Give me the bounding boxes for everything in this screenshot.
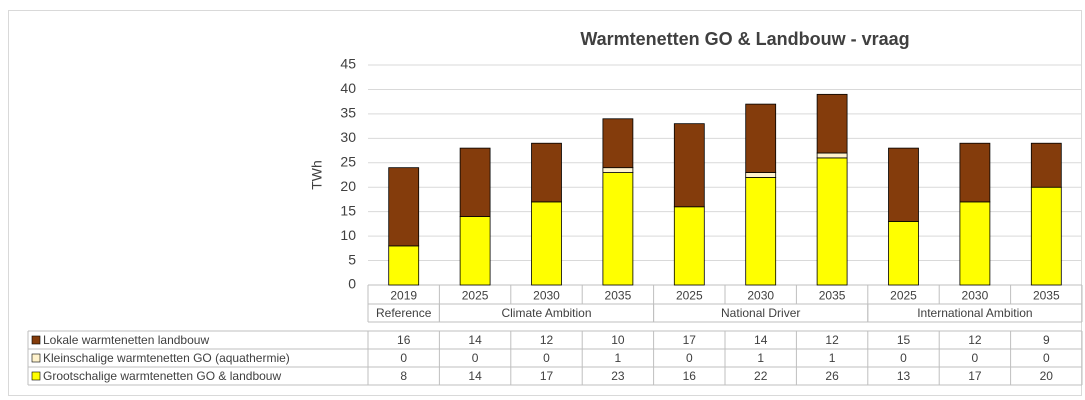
table-value: 17 [968,369,982,383]
bar [959,201,991,286]
table-value: 14 [468,369,482,383]
table-value: 14 [468,333,482,347]
table-value: 20 [1040,369,1054,383]
table-value: 0 [900,351,907,365]
table-value: 10 [611,333,625,347]
bar [745,172,777,178]
x-tick-label: 2035 [819,289,846,303]
table-value: 0 [400,351,407,365]
legend-key [31,371,41,381]
bar [459,216,491,286]
table-value: 16 [683,369,697,383]
bar [602,172,634,286]
group-label: Reference [376,306,432,320]
table-value: 9 [1043,333,1050,347]
table-value: 17 [540,369,554,383]
table-value: 22 [754,369,768,383]
legend-label: Lokale warmtenetten landbouw [43,333,209,347]
table-value: 26 [825,369,839,383]
bar [531,201,562,286]
table-value: 15 [897,333,911,347]
table-value: 23 [611,369,625,383]
bar [602,167,634,173]
table-value: 0 [543,351,550,365]
table-value: 17 [683,333,697,347]
x-tick-label: 2025 [676,289,703,303]
table-value: 13 [897,369,911,383]
bar [673,206,705,286]
x-tick-label: 2030 [747,289,774,303]
bar [388,245,420,286]
bar [602,118,634,169]
table-value: 12 [825,333,839,347]
bar [888,221,919,286]
y-tick-label: 5 [348,251,356,267]
bar [673,123,705,208]
x-tick-label: 2030 [533,289,560,303]
bar [531,142,562,203]
table-value: 1 [757,351,764,365]
group-label: International Ambition [917,306,1032,320]
bar [959,142,991,203]
table-value: 14 [754,333,768,347]
y-tick-label: 30 [340,129,356,145]
bar [459,147,491,217]
y-tick-label: 20 [340,178,356,194]
bar [816,157,848,286]
table-value: 0 [1043,351,1050,365]
table-value: 16 [397,333,411,347]
legend-label: Grootschalige warmtenetten GO & landbouw [43,369,281,383]
bar [888,147,919,222]
x-tick-label: 2025 [890,289,917,303]
table-value: 0 [472,351,479,365]
table-value: 1 [829,351,836,365]
bar [1030,186,1062,286]
y-tick-label: 40 [340,80,356,96]
bar [816,152,848,159]
bar [388,167,420,247]
x-tick-label: 2030 [962,289,989,303]
x-tick-label: 2035 [1033,289,1060,303]
legend-label: Kleinschalige warmtenetten GO (aquatherm… [43,351,290,365]
table-value: 0 [686,351,693,365]
table-value: 12 [540,333,554,347]
x-tick-label: 2035 [605,289,632,303]
y-tick-label: 0 [348,276,356,292]
bar [816,93,848,154]
x-tick-label: 2019 [390,289,417,303]
table-value: 1 [615,351,622,365]
legend-key [31,353,41,363]
y-tick-label: 35 [340,105,356,121]
y-tick-label: 45 [340,56,356,72]
bar [745,103,777,173]
bar [745,177,777,286]
group-label: National Driver [721,306,800,320]
y-axis-label: TWh [309,160,325,190]
legend-key [31,335,41,345]
x-tick-label: 2025 [462,289,489,303]
y-tick-label: 25 [340,153,356,169]
table-value: 0 [972,351,979,365]
group-label: Climate Ambition [501,306,591,320]
table-value: 12 [968,333,982,347]
table-value: 8 [400,369,407,383]
y-tick-label: 15 [340,202,356,218]
y-tick-label: 10 [340,227,356,243]
chart-title: Warmtenetten GO & Landbouw - vraag [580,29,909,49]
bar [1030,142,1062,188]
